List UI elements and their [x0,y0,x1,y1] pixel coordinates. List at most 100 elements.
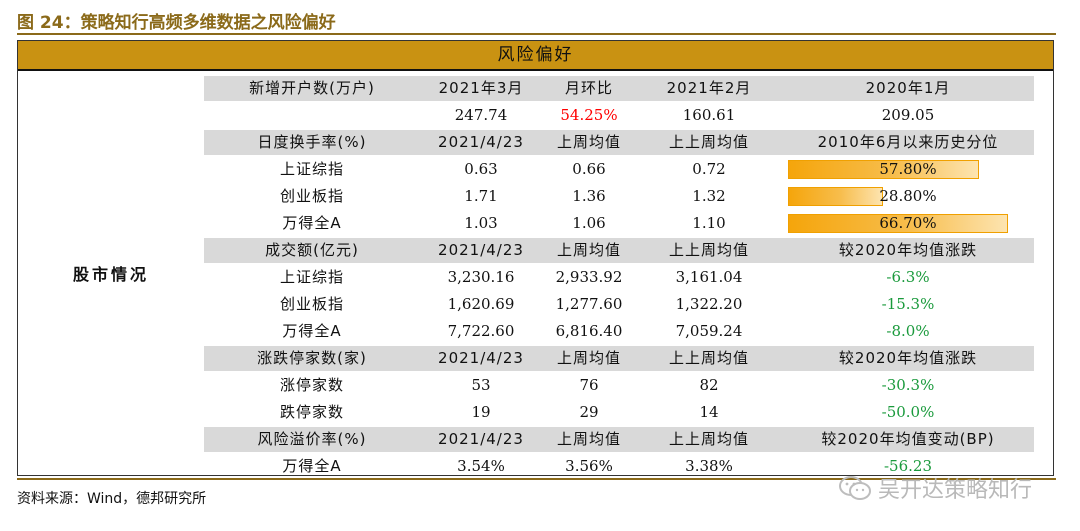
section-title: 成交额(亿元) [204,237,420,265]
column-header: 2020年1月 [782,76,1034,103]
section-header-row: 风险溢价率(%) 2021/4/23 上周均值 上上周均值 较2020年均值变动(BP) [204,426,1034,454]
row-label: 万得全A [204,210,420,238]
figure-title: 图 24：策略知行高频多维数据之风险偏好 [17,13,336,33]
value-cell: 209.05 [782,102,1034,130]
row-label: 上证综指 [204,156,420,184]
value-cell: 82 [636,372,782,400]
section-header-row: 涨跌停家数(家) 2021/4/23 上周均值 上上周均值 较2020年均值涨跌 [204,345,1034,373]
risk-appetite-panel: 风险偏好 股市情况 新增开户数(万户) 2021年3月 月环比 2021年2月 2020… [17,40,1054,481]
value-cell: 3,161.04 [636,264,782,292]
percentile-value: 66.70% [879,214,937,232]
value-cell: 247.74 [420,102,542,130]
value-cell: 1.32 [636,183,782,211]
value-cell: 7,059.24 [636,318,782,346]
table-row: 创业板指 1,620.69 1,277.60 1,322.20 -15.3% [204,291,1034,319]
column-header: 上周均值 [542,129,636,157]
column-header: 上周均值 [542,345,636,373]
value-cell: 1,620.69 [420,291,542,319]
percentile-cell: 57.80% [782,156,1034,184]
section-title: 风险溢价率(%) [204,426,420,454]
percentile-cell: 28.80% [782,183,1034,211]
value-cell: 1.71 [420,183,542,211]
row-label: 跌停家数 [204,399,420,427]
row-label: 创业板指 [204,291,420,319]
value-cell: 3.38% [636,453,782,481]
value-cell: 29 [542,399,636,427]
value-cell: 6,816.40 [542,318,636,346]
column-header: 2010年6月以来历史分位 [782,129,1034,157]
column-header: 2021/4/23 [420,237,542,265]
value-cell: 3,230.16 [420,264,542,292]
percentile-cell: 66.70% [782,210,1034,238]
value-cell: 7,722.60 [420,318,542,346]
footer-rule [17,478,1056,480]
source-note: 资料来源：Wind，德邦研究所 [17,491,207,507]
row-label: 涨停家数 [204,372,420,400]
side-label: 股市情况 [72,265,149,284]
value-cell: 0.72 [636,156,782,184]
title-rule [17,33,1056,35]
value-cell: 53 [420,372,542,400]
value-cell: 1,322.20 [636,291,782,319]
percentile-bar [788,187,883,206]
column-header: 上周均值 [542,237,636,265]
column-header: 上周均值 [542,426,636,454]
column-header: 较2020年均值变动(BP) [782,426,1034,454]
table-row: 上证综指 0.63 0.66 0.72 57.80% [204,156,1034,184]
watermark: 吴开达策略知行 [838,472,1032,504]
column-header: 2021年2月 [636,76,782,103]
table-row: 万得全A 7,722.60 6,816.40 7,059.24 -8.0% [204,318,1034,346]
section-title: 日度换手率(%) [204,129,420,157]
row-label: 上证综指 [204,264,420,292]
column-header: 上上周均值 [636,426,782,454]
wechat-icon [839,476,871,500]
banner-title: 风险偏好 [18,41,1053,71]
column-header: 2021/4/23 [420,345,542,373]
table-row: 247.74 54.25% 160.61 209.05 [204,102,1034,130]
section-header-row: 成交额(亿元) 2021/4/23 上周均值 上上周均值 较2020年均值涨跌 [204,237,1034,265]
data-table: 新增开户数(万户) 2021年3月 月环比 2021年2月 2020年1月 247.74 5… [204,76,1034,481]
value-cell: 2,933.92 [542,264,636,292]
percentile-value: 57.80% [879,160,937,178]
row-label: 万得全A [204,318,420,346]
section-title: 涨跌停家数(家) [204,345,420,373]
value-cell: 3.54% [420,453,542,481]
column-header: 月环比 [542,76,636,103]
value-cell: 1,277.60 [542,291,636,319]
value-cell: 19 [420,399,542,427]
column-header: 2021年3月 [420,76,542,103]
column-header: 上上周均值 [636,237,782,265]
value-cell: 76 [542,372,636,400]
table-row: 万得全A 1.03 1.06 1.10 66.70% [204,210,1034,238]
percentile-value: 28.80% [879,187,937,205]
column-header: 2021/4/23 [420,129,542,157]
table-row: 跌停家数 19 29 14 -50.0% [204,399,1034,427]
value-cell: -50.0% [782,399,1034,427]
percentile-bar [788,214,1008,233]
column-header: 上上周均值 [636,345,782,373]
column-header: 上上周均值 [636,129,782,157]
column-header: 较2020年均值涨跌 [782,237,1034,265]
value-cell: -30.3% [782,372,1034,400]
value-cell: 1.03 [420,210,542,238]
value-cell: 14 [636,399,782,427]
value-cell: 1.06 [542,210,636,238]
section-header-row: 新增开户数(万户) 2021年3月 月环比 2021年2月 2020年1月 [204,76,1034,103]
value-cell: 0.63 [420,156,542,184]
section-title: 新增开户数(万户) [204,76,420,103]
value-cell: 0.66 [542,156,636,184]
row-label: 万得全A [204,453,420,481]
value-cell: 54.25% [542,102,636,130]
row-label: 创业板指 [204,183,420,211]
value-cell: 1.36 [542,183,636,211]
column-header: 2021/4/23 [420,426,542,454]
value-cell: -8.0% [782,318,1034,346]
table-row: 上证综指 3,230.16 2,933.92 3,161.04 -6.3% [204,264,1034,292]
value-cell: 1.10 [636,210,782,238]
column-header: 较2020年均值涨跌 [782,345,1034,373]
percentile-bar [788,160,979,179]
table-row: 涨停家数 53 76 82 -30.3% [204,372,1034,400]
value-cell: 3.56% [542,453,636,481]
table-row: 创业板指 1.71 1.36 1.32 28.80% [204,183,1034,211]
value-cell: -6.3% [782,264,1034,292]
